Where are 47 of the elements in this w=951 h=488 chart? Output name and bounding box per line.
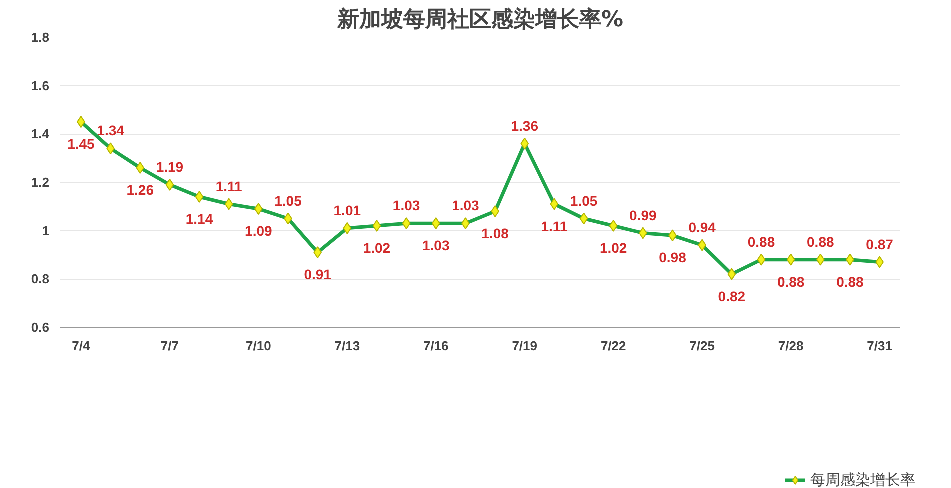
x-tick-label: 7/22 bbox=[600, 338, 626, 354]
data-label: 0.91 bbox=[304, 266, 332, 283]
data-label: 1.45 bbox=[68, 136, 96, 152]
data-label: 0.94 bbox=[688, 219, 716, 236]
y-tick-label: 1 bbox=[42, 223, 50, 238]
data-label: 1.03 bbox=[422, 238, 450, 254]
data-label: 1.09 bbox=[245, 223, 273, 240]
x-tick-label: 7/28 bbox=[778, 338, 804, 354]
data-label: 1.05 bbox=[570, 192, 598, 209]
data-label: 1.01 bbox=[334, 202, 362, 218]
x-tick-label: 7/7 bbox=[160, 338, 179, 354]
data-label: 0.99 bbox=[630, 207, 658, 224]
data-label: 1.05 bbox=[274, 192, 302, 209]
data-label: 1.36 bbox=[511, 118, 539, 134]
x-tick-label: 7/25 bbox=[690, 338, 715, 354]
data-label: 1.11 bbox=[541, 218, 568, 234]
x-tick-label: 7/10 bbox=[246, 338, 272, 354]
data-label: 0.88 bbox=[836, 274, 864, 290]
y-tick-label: 1.2 bbox=[31, 175, 50, 190]
x-tick-label: 7/13 bbox=[334, 338, 360, 354]
data-label: 1.34 bbox=[97, 122, 125, 139]
y-tick-label: 1.6 bbox=[31, 78, 50, 94]
data-label: 0.98 bbox=[659, 250, 687, 266]
x-tick-label: 7/4 bbox=[72, 338, 92, 354]
data-label: 0.88 bbox=[807, 234, 834, 250]
legend-label: 每周感染增长率 bbox=[810, 470, 916, 488]
data-label: 0.87 bbox=[866, 236, 894, 252]
data-label: 0.88 bbox=[777, 274, 805, 290]
data-label: 1.02 bbox=[600, 240, 628, 256]
chart-title: 新加坡每周社区感染增长率% bbox=[336, 6, 624, 32]
data-label: 1.14 bbox=[186, 211, 214, 227]
data-label: 1.08 bbox=[482, 226, 510, 242]
data-label: 1.03 bbox=[392, 198, 420, 214]
x-tick-label: 7/31 bbox=[867, 338, 892, 354]
data-label: 1.11 bbox=[216, 178, 243, 194]
x-tick-label: 7/19 bbox=[512, 338, 538, 354]
data-label: 0.88 bbox=[748, 234, 776, 250]
data-label: 1.02 bbox=[363, 240, 391, 256]
data-label: 0.82 bbox=[718, 288, 746, 304]
x-tick-label: 7/16 bbox=[423, 338, 449, 354]
y-tick-label: 1.4 bbox=[31, 126, 50, 142]
data-label: 1.19 bbox=[156, 158, 184, 175]
y-tick-label: 0.8 bbox=[31, 272, 50, 287]
data-label: 1.26 bbox=[126, 182, 154, 198]
data-label: 1.03 bbox=[452, 198, 480, 214]
y-tick-label: 0.6 bbox=[31, 320, 50, 335]
y-tick-label: 1.8 bbox=[31, 30, 50, 45]
